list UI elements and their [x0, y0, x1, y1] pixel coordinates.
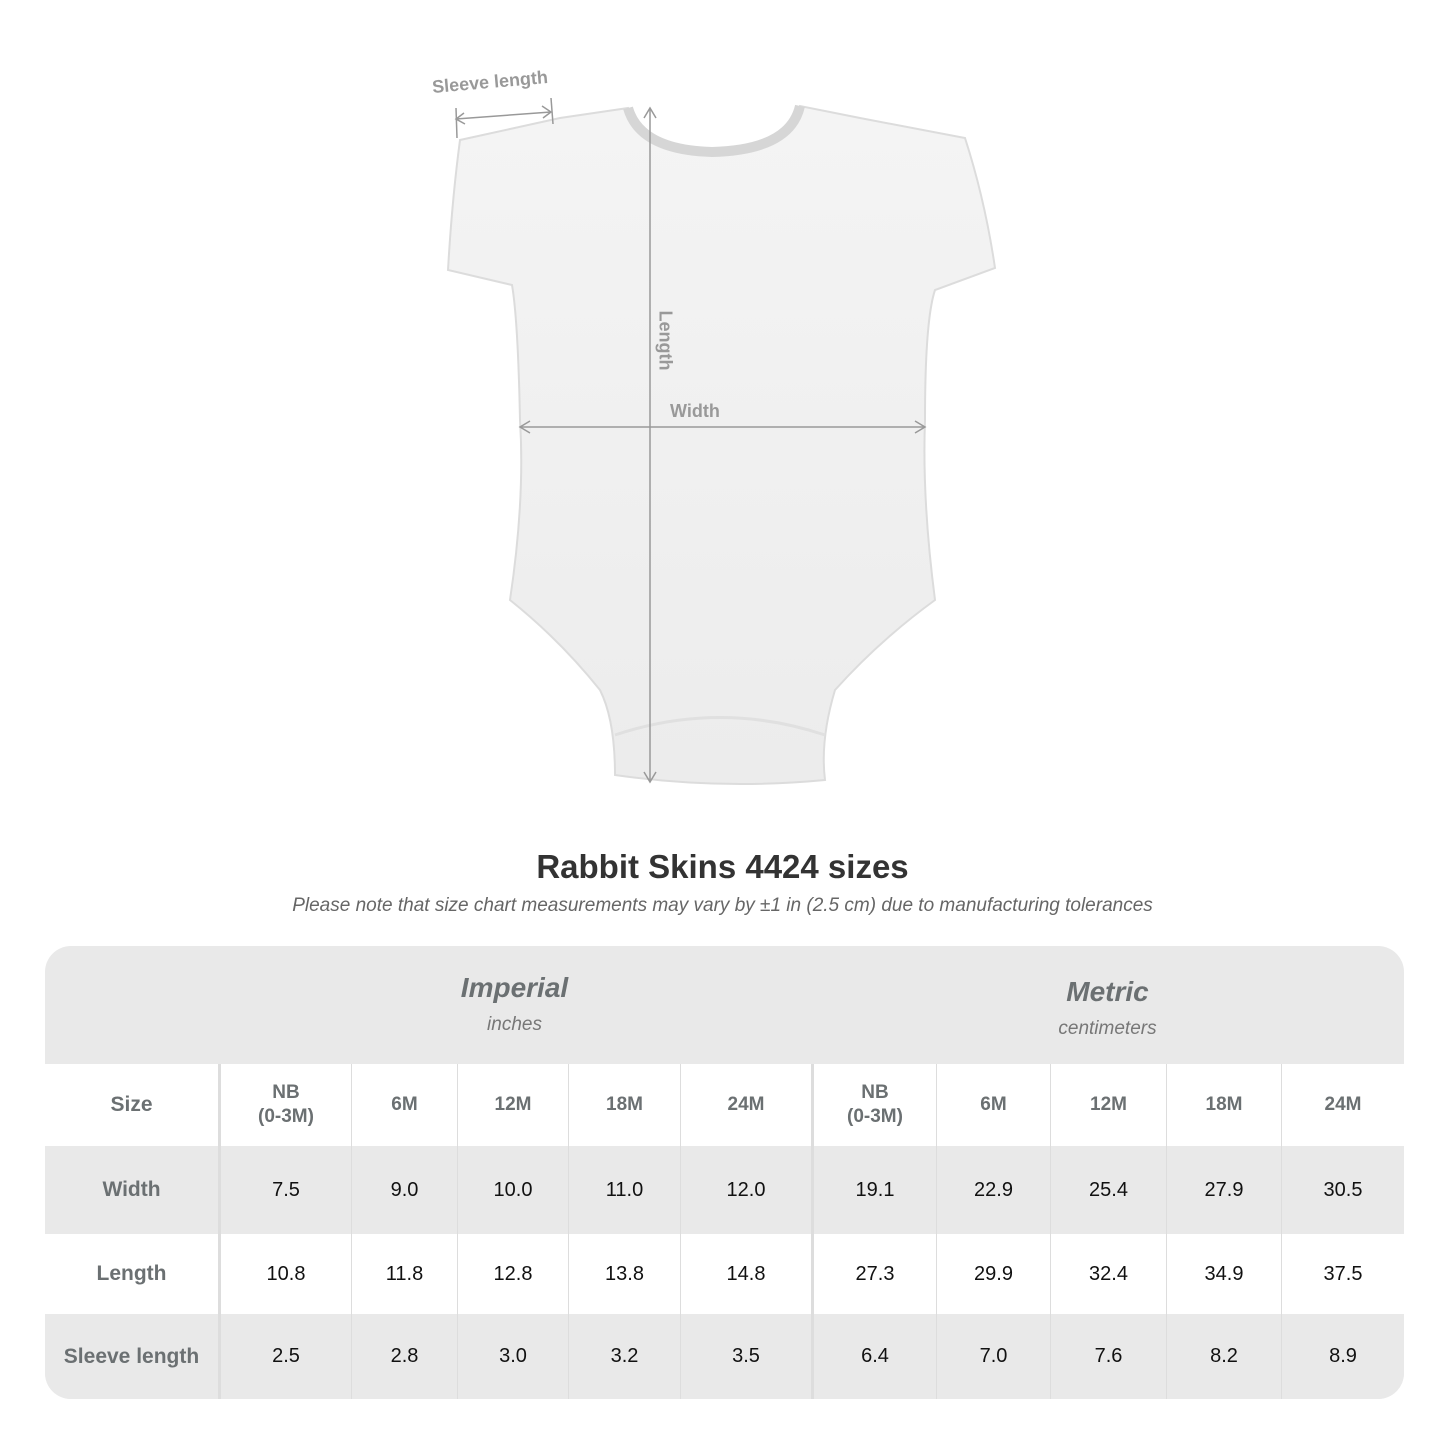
table-row: Sleeve length 2.5 2.8 3.0 3.2 3.5 6.4 7.0 7.6 8.2…: [45, 1314, 1404, 1399]
table-row: Length 10.8 11.8 12.8 13.8 14.8 27.3 29.9 32.4 34…: [45, 1234, 1404, 1314]
size-header: 6M: [351, 1064, 457, 1146]
size-header: NB (0-3M): [218, 1064, 351, 1146]
table-row: Width 7.5 9.0 10.0 11.0 12.0 19.1 22.9 25.4 27.9 3…: [45, 1146, 1404, 1234]
table-cell: 14.8: [680, 1234, 811, 1314]
width-label: Width: [670, 401, 720, 421]
size-label: Size: [110, 1093, 153, 1116]
table-cell: 29.9: [936, 1234, 1050, 1314]
size-header: 18M: [568, 1064, 680, 1146]
table-cell: 12.8: [457, 1234, 568, 1314]
table-cell: 10.8: [218, 1234, 351, 1314]
table-cell: 12.0: [680, 1146, 811, 1234]
table-cell: 2.5: [218, 1314, 351, 1399]
table-cell: 2.8: [351, 1314, 457, 1399]
table-cell: 27.3: [811, 1234, 936, 1314]
table-cell: 6.4: [811, 1314, 936, 1399]
table-cell: 3.0: [457, 1314, 568, 1399]
tolerance-note: Please note that size chart measurements…: [292, 895, 1153, 916]
table-cell: 9.0: [351, 1146, 457, 1234]
size-header: NB (0-3M): [811, 1064, 936, 1146]
table-cell: 8.9: [1281, 1314, 1404, 1399]
table-cell: 11.0: [568, 1146, 680, 1234]
row-label: Length: [96, 1262, 167, 1285]
table-cell: 7.0: [936, 1314, 1050, 1399]
table-cell: 30.5: [1281, 1146, 1404, 1234]
row-label: Width: [102, 1178, 161, 1201]
bodysuit-image: [446, 97, 997, 785]
size-header: 24M: [1281, 1064, 1404, 1146]
size-header: 18M: [1166, 1064, 1281, 1146]
table-cell: 8.2: [1166, 1314, 1281, 1399]
page-title: Rabbit Skins 4424 sizes: [536, 848, 909, 885]
size-header: 12M: [457, 1064, 568, 1146]
group-subtitle: centimeters: [1058, 1018, 1157, 1039]
table-cell: 11.8: [351, 1234, 457, 1314]
bodysuit-shape: [446, 104, 997, 785]
size-table: Imperial inches Metric centimeters Size N…: [45, 946, 1404, 1399]
table-cell: 22.9: [936, 1146, 1050, 1234]
table-cell: 13.8: [568, 1234, 680, 1314]
table-cell: 27.9: [1166, 1146, 1281, 1234]
table-cell: 10.0: [457, 1146, 568, 1234]
table-cell: 37.5: [1281, 1234, 1404, 1314]
table-cell: 34.9: [1166, 1234, 1281, 1314]
group-title: Imperial: [460, 972, 569, 1003]
table-cell: 7.6: [1050, 1314, 1166, 1399]
table-cell: 7.5: [218, 1146, 351, 1234]
group-title: Metric: [1066, 976, 1149, 1007]
table-cell: 19.1: [811, 1146, 936, 1234]
size-header: 12M: [1050, 1064, 1166, 1146]
group-imperial: Imperial inches: [218, 946, 811, 1064]
table-cell: 3.2: [568, 1314, 680, 1399]
table-cell: 3.5: [680, 1314, 811, 1399]
group-subtitle: inches: [487, 1014, 542, 1035]
length-label: Length: [655, 310, 676, 371]
table-cell: 32.4: [1050, 1234, 1166, 1314]
row-label: Sleeve length: [63, 1344, 200, 1368]
size-header: 24M: [680, 1064, 811, 1146]
table-cell: 25.4: [1050, 1146, 1166, 1234]
size-header-row: Size NB (0-3M) 6M 12M 18M 24M NB (0-3M) 6M 12M 18…: [45, 1064, 1404, 1146]
size-header: 6M: [936, 1064, 1050, 1146]
group-metric: Metric centimeters: [811, 946, 1404, 1064]
